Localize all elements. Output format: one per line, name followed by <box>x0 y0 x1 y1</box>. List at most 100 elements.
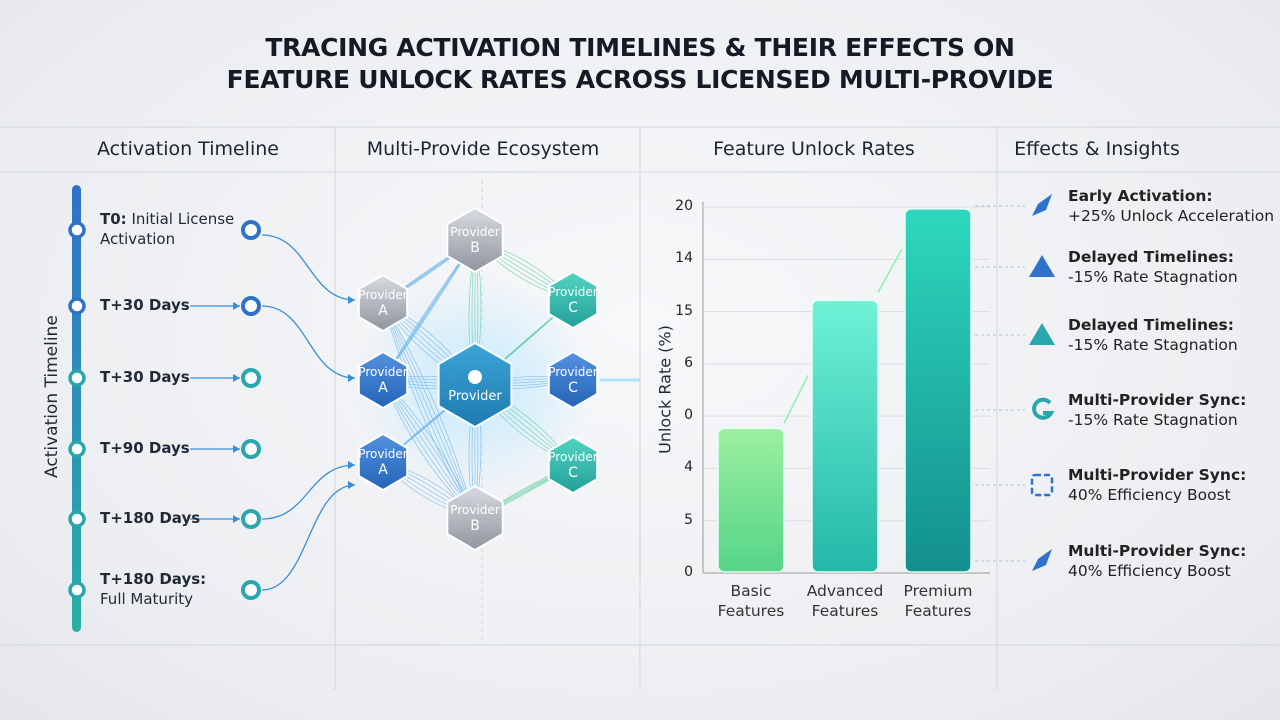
provider-hex <box>437 341 513 429</box>
provider-label: Provider <box>358 365 408 379</box>
timeline-detail: Initial License Activation <box>100 210 235 248</box>
provider-label: Provider <box>450 225 500 239</box>
timeline-item: T+90 Days <box>100 439 190 457</box>
arrow-head <box>348 374 355 382</box>
arrow-head <box>348 296 355 304</box>
connector <box>261 234 356 301</box>
rocket-icon <box>1032 549 1052 571</box>
arrow-head <box>233 374 240 382</box>
timeline-label: T+180 Days: <box>100 570 207 588</box>
provider-hex <box>357 273 409 333</box>
timeline-node <box>241 509 261 529</box>
connector <box>261 464 356 520</box>
insight-text: -15% Rate Stagnation <box>1068 336 1238 354</box>
y-axis-label: Unlock Rate (%) <box>655 325 675 454</box>
link <box>382 302 476 519</box>
timeline-item: T+30 Days <box>100 368 190 386</box>
sync-icon <box>1032 397 1055 420</box>
insight-text: +25% Unlock Acceleration <box>1068 207 1275 225</box>
column-header: Multi-Provide Ecosystem <box>366 138 600 160</box>
bar <box>717 427 785 573</box>
y-tick-label: 14 <box>675 250 693 267</box>
timeline-label: T0: <box>100 210 127 228</box>
timeline-node <box>241 368 261 388</box>
bar <box>811 299 879 573</box>
timeline-label: T+30 Days <box>100 296 190 314</box>
column-header: Activation Timeline <box>97 138 279 160</box>
arrow-head <box>233 515 240 523</box>
timeline-item: T0: Initial License Activation <box>100 209 235 249</box>
provider-hex <box>446 206 504 274</box>
timeline-label: T+30 Days <box>100 368 190 386</box>
warning-icon <box>1029 323 1055 345</box>
timeline-dot <box>68 221 86 239</box>
timeline-label: T+180 Days <box>100 509 201 527</box>
timeline-node <box>241 580 261 600</box>
provider-letter: B <box>470 518 480 534</box>
rocket-icon <box>1032 194 1052 216</box>
timeline-item: T+30 Days <box>100 296 190 314</box>
provider-letter: A <box>378 462 388 478</box>
provider-label: Provider <box>548 450 598 464</box>
provider-label: Provider <box>358 288 408 302</box>
insight-title: Early Activation: <box>1068 187 1213 205</box>
provider-letter: A <box>378 303 388 319</box>
insight-title: Delayed Timelines: <box>1068 316 1234 334</box>
connector <box>261 305 356 379</box>
provider-dot <box>468 370 482 384</box>
provider-label: Provider <box>450 503 500 517</box>
timeline-item: T+180 Days <box>100 509 200 527</box>
lock-icon <box>1030 473 1054 497</box>
y-tick-label: 20 <box>675 198 693 214</box>
y-tick-label: 6 <box>684 354 693 371</box>
link <box>382 302 476 519</box>
x-tick-label: Basic Features <box>717 582 785 620</box>
x-tick-label: Premium Features <box>903 582 973 620</box>
x-tick-label: Advanced Features <box>806 582 884 620</box>
provider-hex <box>547 270 599 330</box>
timeline-node <box>241 439 261 459</box>
provider-label: Provider <box>358 447 408 461</box>
timeline-axis-label: Activation Timeline <box>42 315 62 478</box>
arrow-head <box>233 302 240 310</box>
timeline-bar <box>72 185 81 632</box>
column-header: Effects & Insights <box>1014 138 1180 160</box>
provider-hex <box>357 350 409 410</box>
title-line: FEATURE UNLOCK RATES ACROSS LICENSED MUL… <box>226 65 1054 94</box>
provider-hex <box>357 432 409 492</box>
dividers <box>0 126 1280 690</box>
provider-letter: B <box>470 240 480 256</box>
provider-letter: C <box>568 300 578 316</box>
arrow-head <box>348 481 355 489</box>
insight-title: Multi-Provider Sync: <box>1068 466 1247 484</box>
arrow-head <box>348 461 355 469</box>
warning-icon <box>1029 255 1055 277</box>
insight-text: 40% Efficiency Boost <box>1068 562 1231 580</box>
provider-label: Provider <box>548 365 598 379</box>
timeline-node <box>241 296 261 316</box>
bar <box>904 208 972 573</box>
y-tick-label: 0 <box>684 407 693 424</box>
provider-letter: C <box>568 380 578 396</box>
timeline-detail: Full Maturity <box>100 590 194 608</box>
timeline-label: T+90 Days <box>100 439 190 457</box>
provider-hex <box>547 435 599 495</box>
insight-text: -15% Rate Stagnation <box>1068 411 1238 429</box>
timeline-dot <box>68 297 86 315</box>
insight-title: Multi-Provider Sync: <box>1068 542 1247 560</box>
provider-hex <box>547 350 599 410</box>
y-tick-label: 15 <box>675 302 693 319</box>
insight-title: Delayed Timelines: <box>1068 248 1234 266</box>
insight-text: 40% Efficiency Boost <box>1068 486 1231 504</box>
y-tick-label: 4 <box>684 459 693 476</box>
provider-hex <box>446 484 504 552</box>
y-tick-label: 0 <box>684 564 693 580</box>
arrow-head <box>233 445 240 453</box>
insight-title: Multi-Provider Sync: <box>1068 391 1247 409</box>
trend-arrow <box>783 248 903 424</box>
column-header: Feature Unlock Rates <box>713 138 915 160</box>
provider-label: Provider <box>548 285 598 299</box>
provider-label: Provider <box>448 389 502 404</box>
